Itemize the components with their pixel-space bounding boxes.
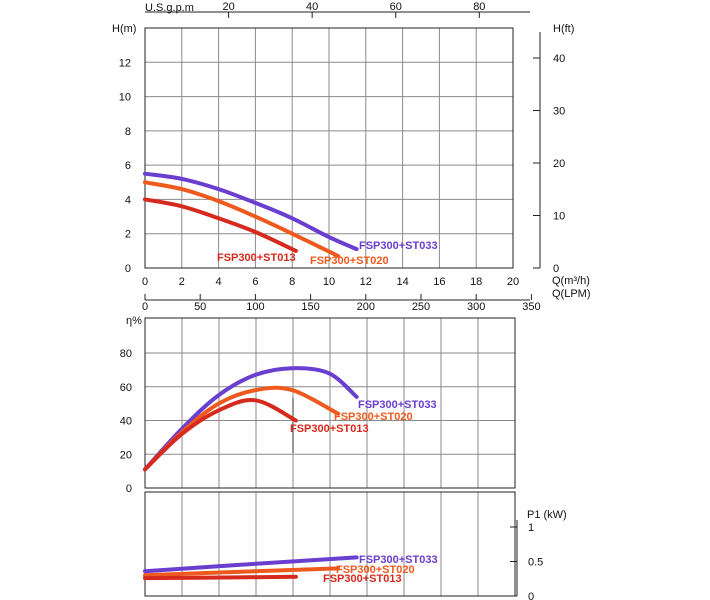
power-curve-st013	[143, 574, 298, 581]
head-label-st020: FSP300+ST020	[310, 255, 389, 267]
power-ticks: 00.51	[510, 522, 543, 600]
head-ytick-label: 0	[125, 263, 131, 275]
top-axis-tick-label: 40	[306, 1, 318, 13]
head-label-st033: FSP300+ST033	[359, 240, 438, 252]
lpm-tick-label: 0	[142, 301, 148, 313]
efficiency-ytick-label: 20	[120, 449, 132, 461]
lpm-tick-label: 250	[412, 301, 430, 313]
efficiency-grid	[145, 318, 515, 488]
head-ytick-label: 2	[125, 229, 131, 241]
top-axis-tick-label: 80	[473, 1, 485, 13]
power-label-st020: FSP300+ST020	[336, 564, 415, 576]
efficiency-ytick-label: 40	[120, 416, 132, 428]
head-frame	[144, 27, 514, 269]
lpm-tick-label: 200	[357, 301, 375, 313]
head-xtick-label: 4	[216, 276, 222, 288]
lpm-tick-label: 300	[467, 301, 485, 313]
lpm-tick-label: 50	[194, 301, 206, 313]
head-curve-st020	[143, 180, 341, 258]
head-xtick-label: 0	[142, 276, 148, 288]
lpm-tick-label: 150	[301, 301, 319, 313]
power-grid	[181, 492, 479, 596]
head-xtick-label: 18	[470, 276, 482, 288]
head-grid	[145, 28, 513, 268]
head-ytick-label: 8	[125, 126, 131, 138]
power-curves	[143, 555, 359, 581]
head-ytick-label: 6	[125, 160, 131, 172]
efficiency-ytick-label: 80	[120, 348, 132, 360]
head-xtick-label: 8	[289, 276, 295, 288]
head-xlabel-lpm: Q(LPM)	[552, 288, 591, 300]
efficiency-curves	[143, 366, 359, 472]
head-right-tick-label: 20	[553, 158, 565, 170]
efficiency-curve-st033	[143, 366, 359, 472]
eff-label-st020: FSP300+ST020	[334, 411, 413, 423]
top-axis-tick-label: 60	[390, 1, 402, 13]
head-xtick-label: 10	[323, 276, 335, 288]
power-ylabel: P1 (kW)	[527, 509, 567, 521]
efficiency-ticks: 0 20 40 60 80	[120, 348, 132, 495]
power-ytick-label: 0	[528, 591, 534, 600]
top-axis-tick-label: 20	[222, 1, 234, 13]
head-xtick-label: 20	[507, 276, 519, 288]
head-right-tick-label: 40	[553, 53, 565, 65]
power-ytick-label: 1	[528, 522, 534, 534]
lpm-tick-label: 100	[246, 301, 264, 313]
power-ytick-label: 0.5	[528, 557, 543, 569]
head-right-tick-label: 10	[553, 211, 565, 223]
power-curve-st033	[143, 555, 359, 574]
power-label-st033: FSP300+ST033	[359, 554, 438, 566]
efficiency-frame	[144, 317, 516, 489]
head-ytick-label: 12	[119, 57, 131, 69]
power-curve-st020	[143, 566, 341, 578]
efficiency-curve-st013	[143, 398, 298, 472]
head-right-tick-label: 0	[553, 263, 559, 275]
head-ytick-label: 10	[119, 92, 131, 104]
head-curves	[143, 171, 359, 258]
power-panel: 00.51 P1 (kW) FSP300+ST033 FSP300+ST020 …	[143, 491, 567, 600]
power-label-st013: FSP300+ST013	[323, 573, 402, 585]
head-xtick-label: 6	[252, 276, 258, 288]
eff-label-st013: FSP300+ST013	[290, 423, 369, 435]
head-curve-st033	[143, 171, 359, 252]
head-xtick-label: 2	[179, 276, 185, 288]
efficiency-ytick-label: 0	[126, 483, 132, 495]
lpm-tick-label: 350	[522, 301, 540, 313]
efficiency-ytick-label: 60	[120, 382, 132, 394]
head-ylabel: H(m)	[112, 23, 136, 35]
head-xlabel: Q(m³/h)	[552, 275, 590, 287]
head-label-st013: FSP300+ST013	[217, 252, 296, 264]
head-xtick-label: 12	[360, 276, 372, 288]
eff-label-st033: FSP300+ST033	[358, 399, 437, 411]
head-xtick-label: 14	[396, 276, 408, 288]
power-frame	[144, 491, 516, 597]
head-ylabel-right: H(ft)	[553, 23, 574, 35]
head-xtick-label: 16	[433, 276, 445, 288]
head-right-tick-label: 30	[553, 106, 565, 118]
top-axis-label: U.S.g.p.m	[145, 2, 194, 14]
head-ytick-label: 4	[125, 194, 131, 206]
head-curve-st013	[143, 197, 298, 253]
efficiency-ylabel: η%	[126, 315, 142, 327]
efficiency-panel: 0 20 40 60 80 η% FSP300+ST033 FSP300+ST020 F…	[120, 315, 516, 495]
